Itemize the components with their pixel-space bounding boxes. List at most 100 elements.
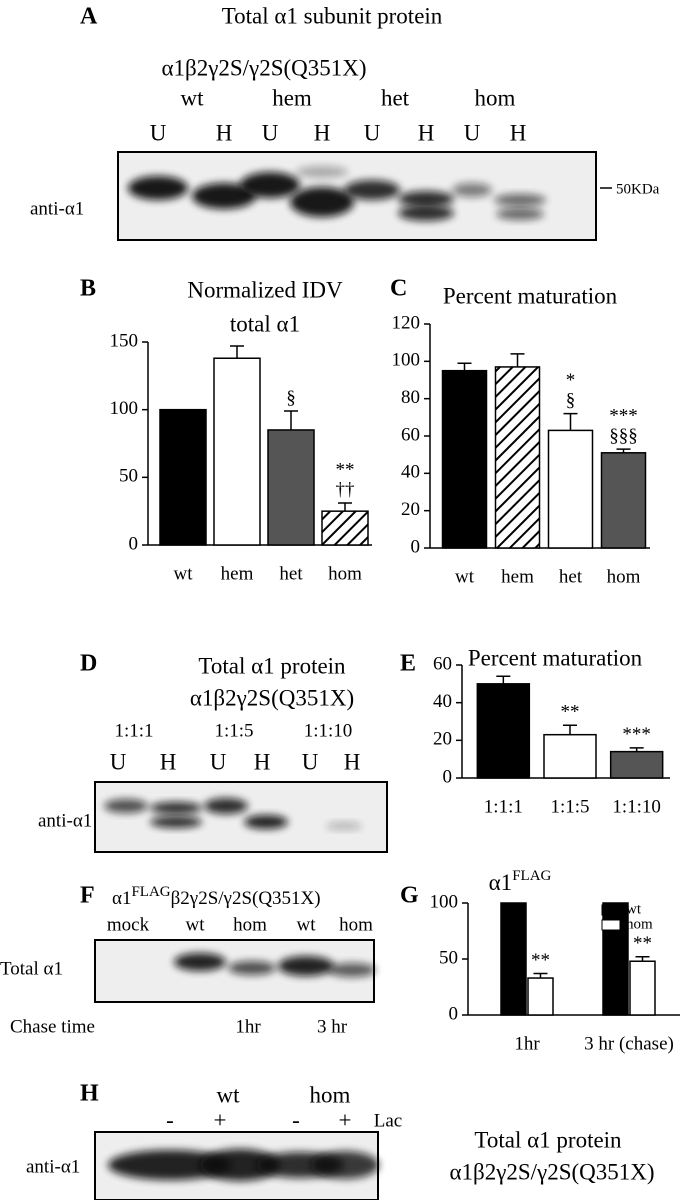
x-tick-label: 1:1:5 — [550, 796, 589, 817]
blot-title: Total α1 protein — [198, 653, 346, 678]
error-bar — [616, 448, 631, 453]
blot-box — [94, 781, 388, 853]
significance-label: ** — [336, 459, 355, 480]
bar — [267, 429, 315, 546]
y-tick-label: 60 — [401, 424, 420, 445]
blot-band — [496, 208, 544, 220]
blot-subtitle: α1β2γ2S/γ2S(Q351X) — [161, 55, 366, 80]
lane-label: + — [339, 1107, 352, 1132]
lane-label: H — [254, 749, 271, 774]
significance-label: §§§ — [609, 425, 638, 446]
y-tick-label: 100 — [110, 398, 139, 419]
y-tick-label: 0 — [443, 766, 453, 787]
bar — [476, 683, 531, 779]
group-label: het — [381, 85, 410, 110]
x-tick-label: het — [279, 563, 303, 584]
lane-label: U — [150, 120, 167, 145]
band-label: anti-α1 — [30, 198, 84, 219]
x-tick-label: het — [559, 566, 583, 587]
bar — [500, 902, 527, 1016]
significance-label: *** — [622, 724, 651, 745]
blot-band — [192, 183, 256, 209]
chase-label: Chase time — [10, 1016, 95, 1037]
error-bar — [457, 362, 472, 371]
blot-band — [240, 172, 300, 198]
blot-band — [311, 1151, 379, 1179]
lane-label: U — [262, 120, 279, 145]
blot-band — [398, 205, 454, 221]
bar — [213, 357, 261, 546]
lane-label: wt — [186, 914, 206, 935]
group-label: wt — [181, 85, 205, 110]
panel-letter: H — [80, 1081, 99, 1107]
caption: α1β2γ2S/γ2S(Q351X) — [449, 1159, 654, 1184]
blot-band — [344, 180, 400, 200]
significance-label: †† — [336, 479, 355, 500]
panel-letter: A — [80, 4, 98, 30]
lane-label: U — [210, 749, 227, 774]
blot-band — [326, 822, 362, 830]
group-label: 1:1:1 — [114, 720, 153, 741]
panel-letter: D — [80, 651, 97, 677]
chart-title: Percent maturation — [468, 645, 643, 670]
band-label: anti-α1 — [26, 1156, 80, 1177]
blot-band — [278, 956, 334, 976]
error-bar — [496, 675, 511, 684]
blot-band — [244, 815, 288, 829]
significance-label: *** — [609, 405, 638, 426]
y-tick-label: 120 — [392, 312, 421, 333]
blot-band — [174, 953, 226, 971]
error-bar — [629, 747, 644, 752]
group-label: hem — [272, 85, 312, 110]
lane-label: - — [292, 1107, 300, 1132]
chart-title: α1FLAG — [489, 868, 552, 895]
blot-band — [398, 191, 454, 207]
significance-label: ** — [561, 702, 580, 723]
blot-subtitle: α1β2γ2S(Q351X) — [190, 685, 354, 710]
blot-band — [290, 187, 354, 217]
chase-time: 1hr — [235, 1016, 261, 1037]
y-tick-label: 0 — [411, 536, 421, 557]
group-label: 1:1:5 — [214, 720, 253, 741]
chart-title: Normalized IDV — [187, 277, 343, 302]
panel-letter: B — [80, 276, 96, 302]
lane-label: hom — [339, 914, 373, 935]
lane-label: H — [510, 120, 527, 145]
panel-letter: F — [80, 883, 95, 909]
blot-band — [204, 798, 248, 814]
y-tick-label: 100 — [392, 350, 421, 371]
title-part: α1 — [489, 870, 513, 895]
blot-band — [452, 183, 492, 197]
group-label: hom — [310, 1082, 351, 1107]
title-part: β2γ2S/γ2S(Q351X) — [171, 888, 321, 909]
x-tick-label: wt — [174, 563, 194, 584]
panel-letter: E — [400, 651, 416, 677]
treatment-label: Lac — [374, 1110, 402, 1131]
x-tick-label: hom — [328, 563, 362, 584]
x-tick-label: 3 hr (chase) — [584, 1033, 674, 1054]
lane-label: + — [214, 1107, 227, 1132]
lane-label: H — [160, 749, 177, 774]
title-sup: FLAG — [131, 884, 170, 900]
x-tick-label: 1hr — [514, 1033, 540, 1054]
lane-label: U — [302, 749, 319, 774]
error-bar — [563, 412, 578, 431]
bar — [629, 960, 656, 1016]
lane-label: H — [344, 749, 361, 774]
blot-band — [104, 799, 148, 813]
error-bar — [533, 972, 548, 979]
x-tick-label: hem — [221, 563, 254, 584]
y-tick-label: 50 — [119, 466, 138, 487]
panel-letter: C — [390, 276, 407, 302]
bar — [321, 510, 369, 546]
bar — [600, 452, 647, 549]
group-label: wt — [217, 1082, 241, 1107]
y-tick-label: 40 — [401, 462, 420, 483]
lane-label: mock — [107, 914, 150, 935]
bar — [609, 750, 664, 779]
marker-label: 50KDa — [616, 181, 660, 197]
caption: Total α1 protein — [474, 1127, 622, 1152]
blot-band — [108, 1150, 232, 1180]
significance-label: * — [566, 370, 576, 391]
